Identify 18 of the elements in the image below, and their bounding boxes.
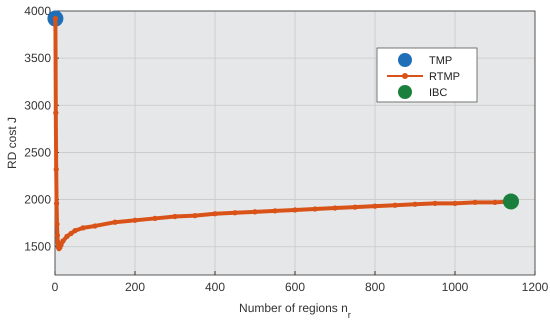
- y-tick-label: 2000: [24, 192, 52, 207]
- x-tick-label: 1000: [442, 280, 469, 294]
- x-tick-label: 1200: [522, 280, 549, 294]
- x-axis-title: Number of regions n$_{r}$: [239, 301, 352, 320]
- y-tick-label: 1500: [24, 240, 52, 254]
- x-tick-label: 200: [124, 280, 146, 294]
- x-tick-label: 600: [284, 280, 306, 294]
- x-tick-label: 400: [204, 280, 226, 294]
- y-tick-label: 2500: [24, 145, 52, 160]
- y-axis-title: RD cost J: [5, 116, 19, 170]
- legend-label: IBC: [429, 87, 448, 99]
- y-tick-label: 4000: [24, 4, 52, 18]
- legend-label: RTMP: [429, 71, 460, 83]
- x-tick-label: 0: [52, 280, 59, 294]
- y-tick-label: 3500: [24, 51, 52, 66]
- x-tick-label: 800: [364, 280, 386, 294]
- legend-label: TMP: [429, 55, 452, 67]
- y-tick-label: 3000: [24, 98, 52, 112]
